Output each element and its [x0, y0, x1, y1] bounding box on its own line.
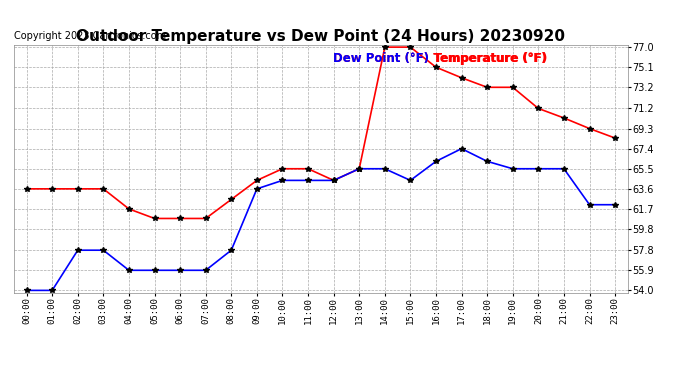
- Text: Copyright 2023 Cartronics.com: Copyright 2023 Cartronics.com: [14, 32, 166, 41]
- Text: Dew Point (°F): Dew Point (°F): [333, 53, 433, 65]
- Text: Dew Point (°F) Temperature (°F): Dew Point (°F) Temperature (°F): [333, 53, 546, 65]
- Title: Outdoor Temperature vs Dew Point (24 Hours) 20230920: Outdoor Temperature vs Dew Point (24 Hou…: [77, 29, 565, 44]
- Text: Temperature (°F): Temperature (°F): [435, 53, 548, 65]
